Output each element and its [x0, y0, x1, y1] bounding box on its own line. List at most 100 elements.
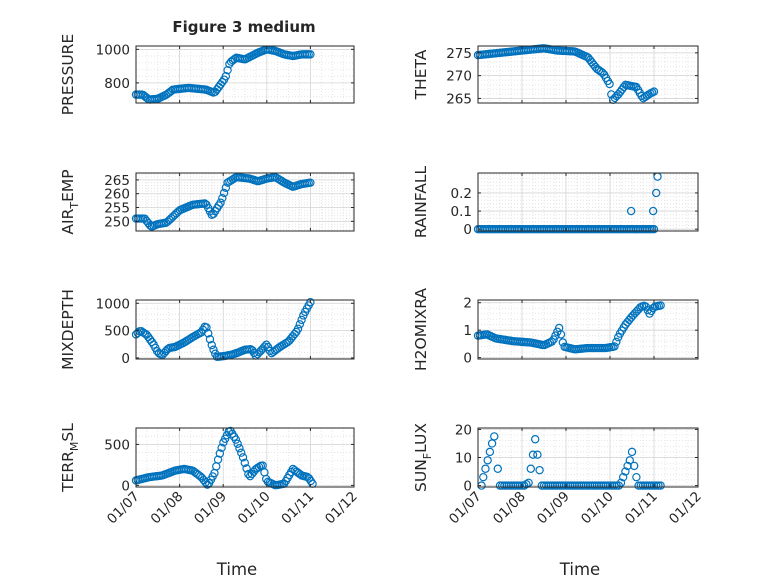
data-point: [612, 337, 621, 347]
x-tick-label: 01/11: [278, 489, 317, 528]
axes-box: [477, 299, 699, 360]
y-tick-label: 0: [121, 478, 130, 494]
y-tick-label: 1: [463, 323, 472, 339]
data-point: [539, 481, 549, 490]
y-tick-label: 20: [455, 422, 472, 438]
data-point: [652, 188, 661, 198]
x-tick-label: 01/11: [622, 489, 661, 528]
data-point: [619, 472, 628, 482]
data-point: [605, 481, 615, 490]
data-point: [238, 453, 248, 462]
data-point: [483, 456, 492, 465]
data-point: [649, 87, 659, 96]
data-point: [262, 340, 271, 349]
y-tick-label: 0: [463, 222, 472, 238]
x-axis-label: Time: [216, 560, 257, 579]
y-tick-label: 500: [104, 437, 130, 453]
data-point: [202, 323, 211, 332]
y-axis-label: H2OMIXRA: [412, 288, 430, 371]
plot-area: [136, 428, 354, 487]
data-point: [218, 193, 227, 203]
data-point: [204, 329, 213, 338]
axes-box: [135, 172, 355, 232]
data-point: [306, 178, 315, 187]
axes-h2omixra: 0 1 2 H2OMIXRA: [412, 288, 699, 371]
y-tick-label: 255: [104, 201, 130, 217]
data-point: [656, 481, 665, 490]
data-point: [649, 481, 659, 490]
data-point: [553, 481, 562, 490]
data-point: [588, 481, 597, 490]
data-point: [235, 444, 244, 453]
x-tick-label: 01/09: [534, 489, 573, 528]
x-tick-label: 01/12: [666, 489, 705, 528]
data-point: [549, 335, 558, 344]
y-tick-label: 275: [446, 46, 472, 62]
y-axis-label: PRESSURE: [59, 34, 77, 116]
data-point: [597, 481, 606, 490]
data-point: [233, 439, 242, 448]
series-air_temp: [131, 172, 315, 231]
y-axis-label: AIRTEMP: [59, 169, 81, 234]
data-point: [533, 450, 542, 459]
data-point: [221, 183, 231, 192]
data-point: [479, 472, 488, 482]
x-tick-label: 01/12: [322, 489, 361, 528]
data-point: [242, 464, 251, 473]
data-point: [205, 335, 215, 344]
data-point: [599, 481, 608, 490]
y-tick-label: 0: [121, 351, 130, 367]
data-point: [612, 481, 621, 490]
x-axis-label: Time: [559, 560, 600, 579]
data-point: [638, 481, 648, 490]
data-point: [550, 481, 560, 490]
data-point: [209, 345, 218, 354]
data-point: [626, 206, 636, 216]
data-point: [577, 481, 586, 490]
data-point: [213, 455, 223, 464]
data-point: [610, 342, 619, 351]
axes-box: [135, 427, 355, 488]
data-point: [608, 481, 617, 490]
y-tick-label: 800: [104, 76, 130, 92]
axes-box: [477, 45, 699, 104]
series-theta: [473, 44, 659, 104]
data-point: [586, 481, 595, 490]
data-point: [297, 315, 306, 325]
data-point: [493, 464, 502, 473]
axes-pressure: 800 1000 PRESSURE Figure 3 medium: [59, 18, 355, 116]
data-point: [542, 481, 551, 490]
data-point: [583, 481, 593, 490]
data-point: [649, 224, 659, 234]
data-point: [524, 478, 533, 487]
y-tick-label: 0: [463, 479, 472, 495]
data-point: [306, 50, 315, 59]
y-tick-label: 1000: [96, 296, 130, 312]
data-point: [632, 472, 641, 482]
data-point: [526, 464, 536, 473]
y-tick-label: 270: [446, 69, 472, 85]
data-point: [556, 330, 566, 339]
data-point: [201, 478, 210, 487]
y-tick-label: 250: [104, 214, 130, 230]
data-point: [215, 449, 225, 458]
data-point: [240, 458, 249, 468]
y-axis-label: TERRMSL: [59, 423, 81, 493]
data-point: [575, 481, 584, 490]
data-point: [221, 72, 231, 81]
data-point: [555, 481, 564, 490]
y-axis-label: THETA: [412, 49, 430, 100]
data-point: [656, 301, 665, 310]
y-tick-label: 265: [446, 91, 472, 107]
data-point: [630, 461, 639, 471]
data-point: [566, 481, 575, 490]
data-point: [217, 443, 226, 453]
series-sun_flux: [477, 432, 665, 490]
x-tick-label: 01/10: [578, 489, 617, 528]
data-point: [498, 481, 507, 490]
data-point: [231, 435, 241, 444]
data-point: [223, 65, 232, 75]
y-tick-label: 0: [463, 351, 472, 367]
